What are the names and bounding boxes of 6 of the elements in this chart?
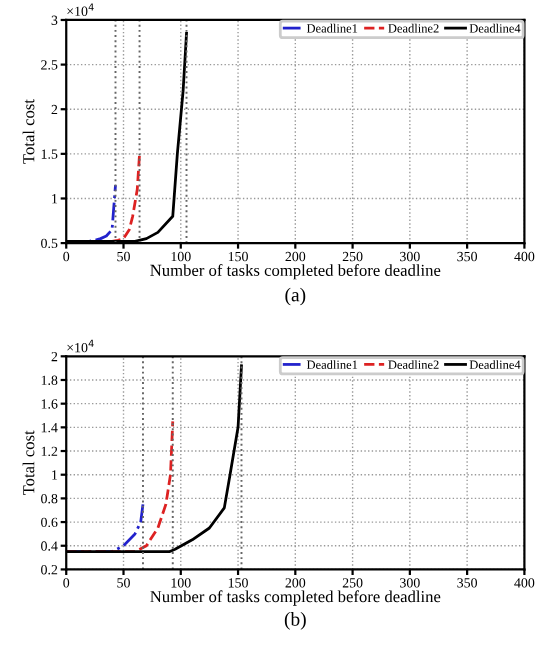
- text: (a): [285, 287, 306, 306]
- x-axis-title: Number of tasks completed before deadline: [150, 264, 441, 280]
- text: (b): [284, 612, 306, 630]
- x-axis-title: Number of tasks completed before deadline: [150, 590, 441, 606]
- y-axis-title: Total cost: [22, 99, 35, 164]
- y-axis-title: Total cost: [22, 430, 35, 496]
